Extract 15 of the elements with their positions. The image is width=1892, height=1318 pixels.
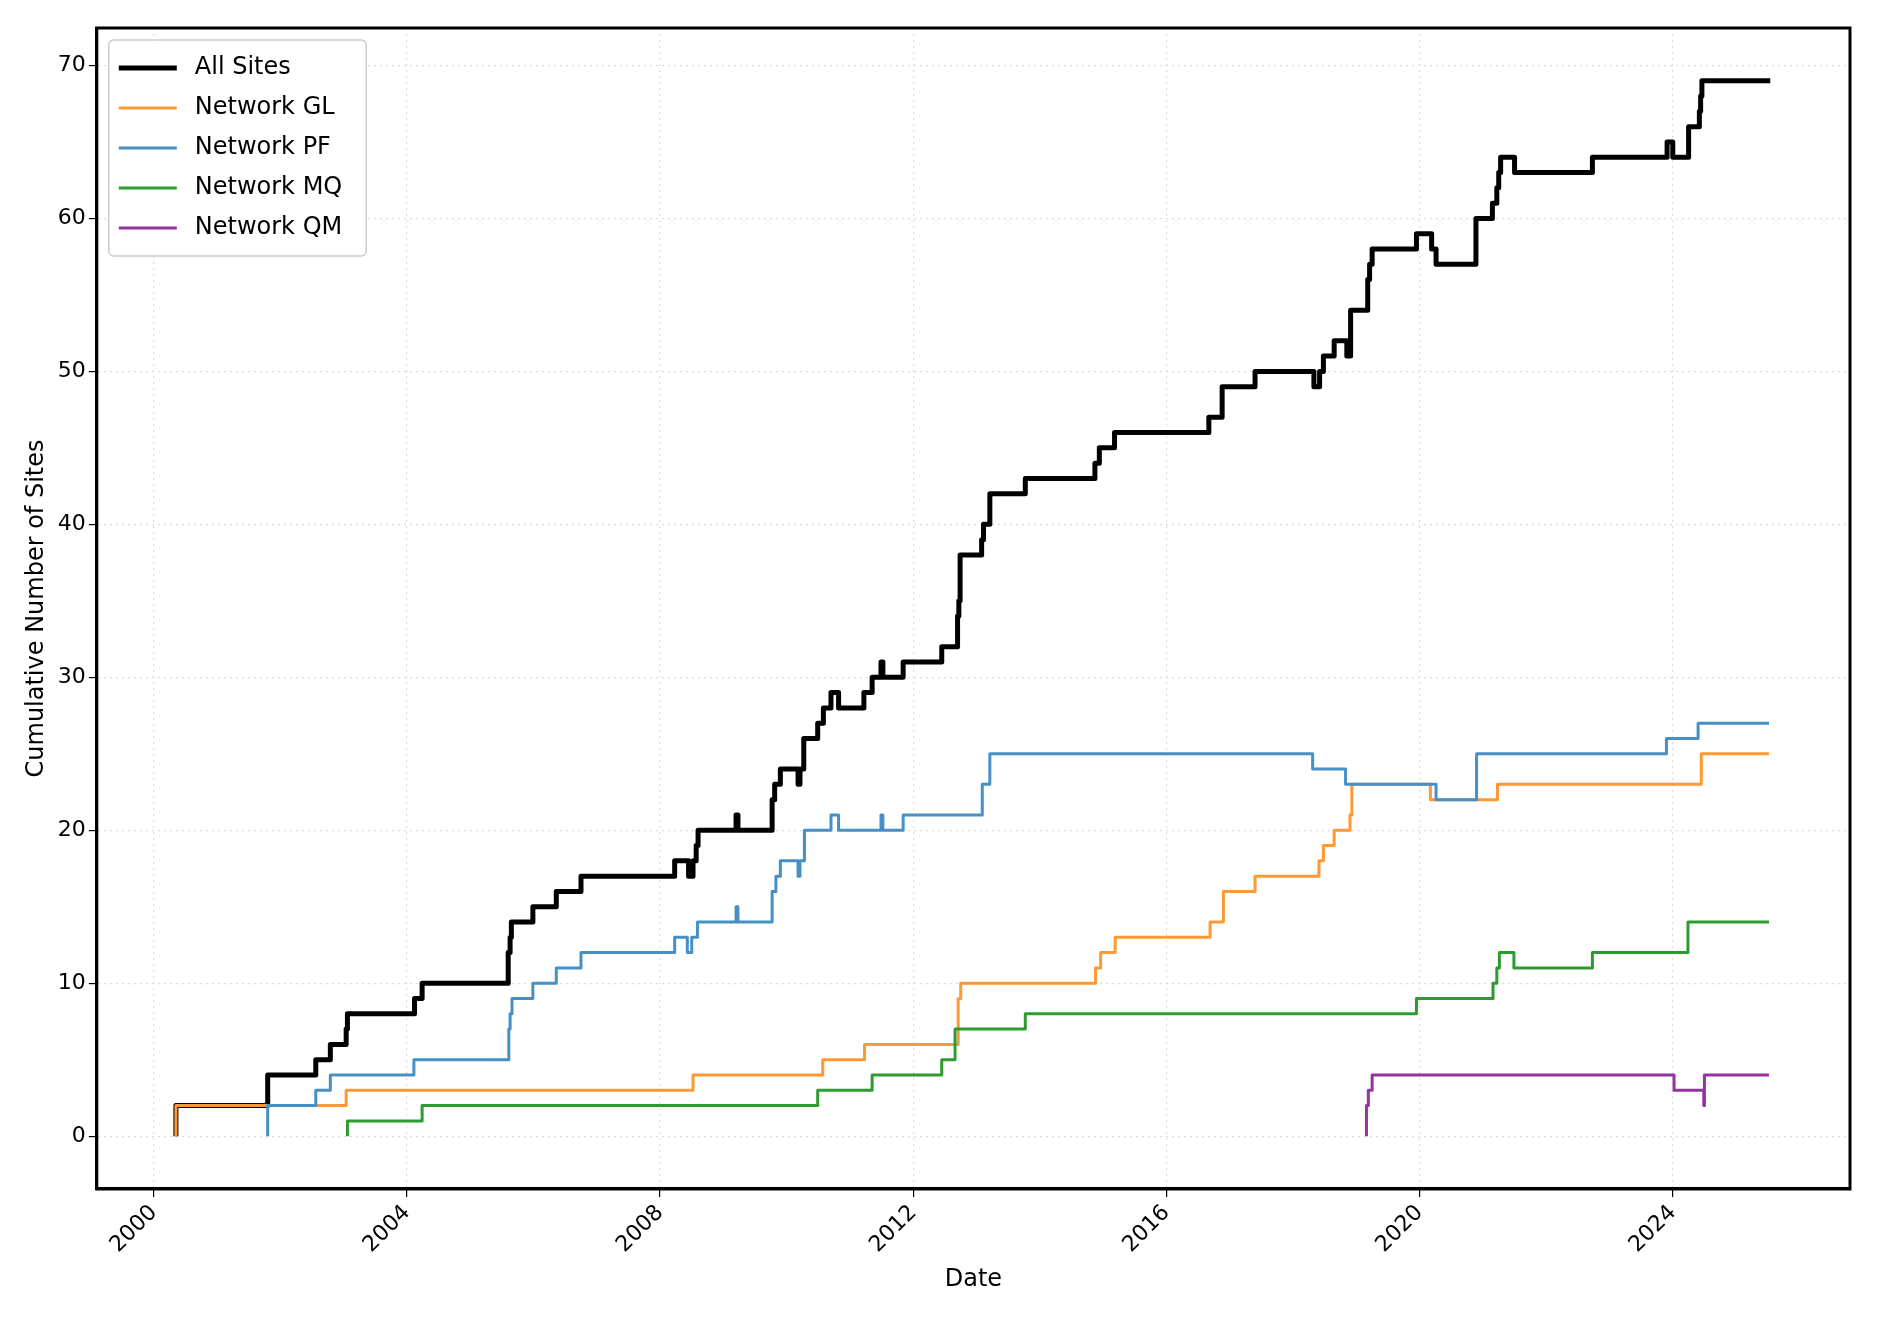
y-tick-label: 50 [57, 357, 86, 383]
legend-label: Network QM [194, 212, 343, 241]
legend-label: All Sites [194, 52, 291, 81]
y-tick-label: 0 [71, 1121, 86, 1147]
y-tick-label: 20 [57, 815, 86, 841]
y-tick-label: 40 [57, 510, 86, 536]
x-axis-title: Date [944, 1263, 1003, 1292]
legend-label: Network GL [194, 92, 336, 121]
legend-label: Network MQ [194, 172, 343, 201]
y-tick-label: 60 [57, 204, 86, 230]
y-tick-label: 10 [57, 968, 86, 994]
y-tick-label: 30 [57, 663, 86, 689]
legend-label: Network PF [194, 132, 331, 161]
y-tick-label: 70 [57, 51, 86, 77]
y-axis-title: Cumulative Number of Sites [20, 439, 49, 778]
